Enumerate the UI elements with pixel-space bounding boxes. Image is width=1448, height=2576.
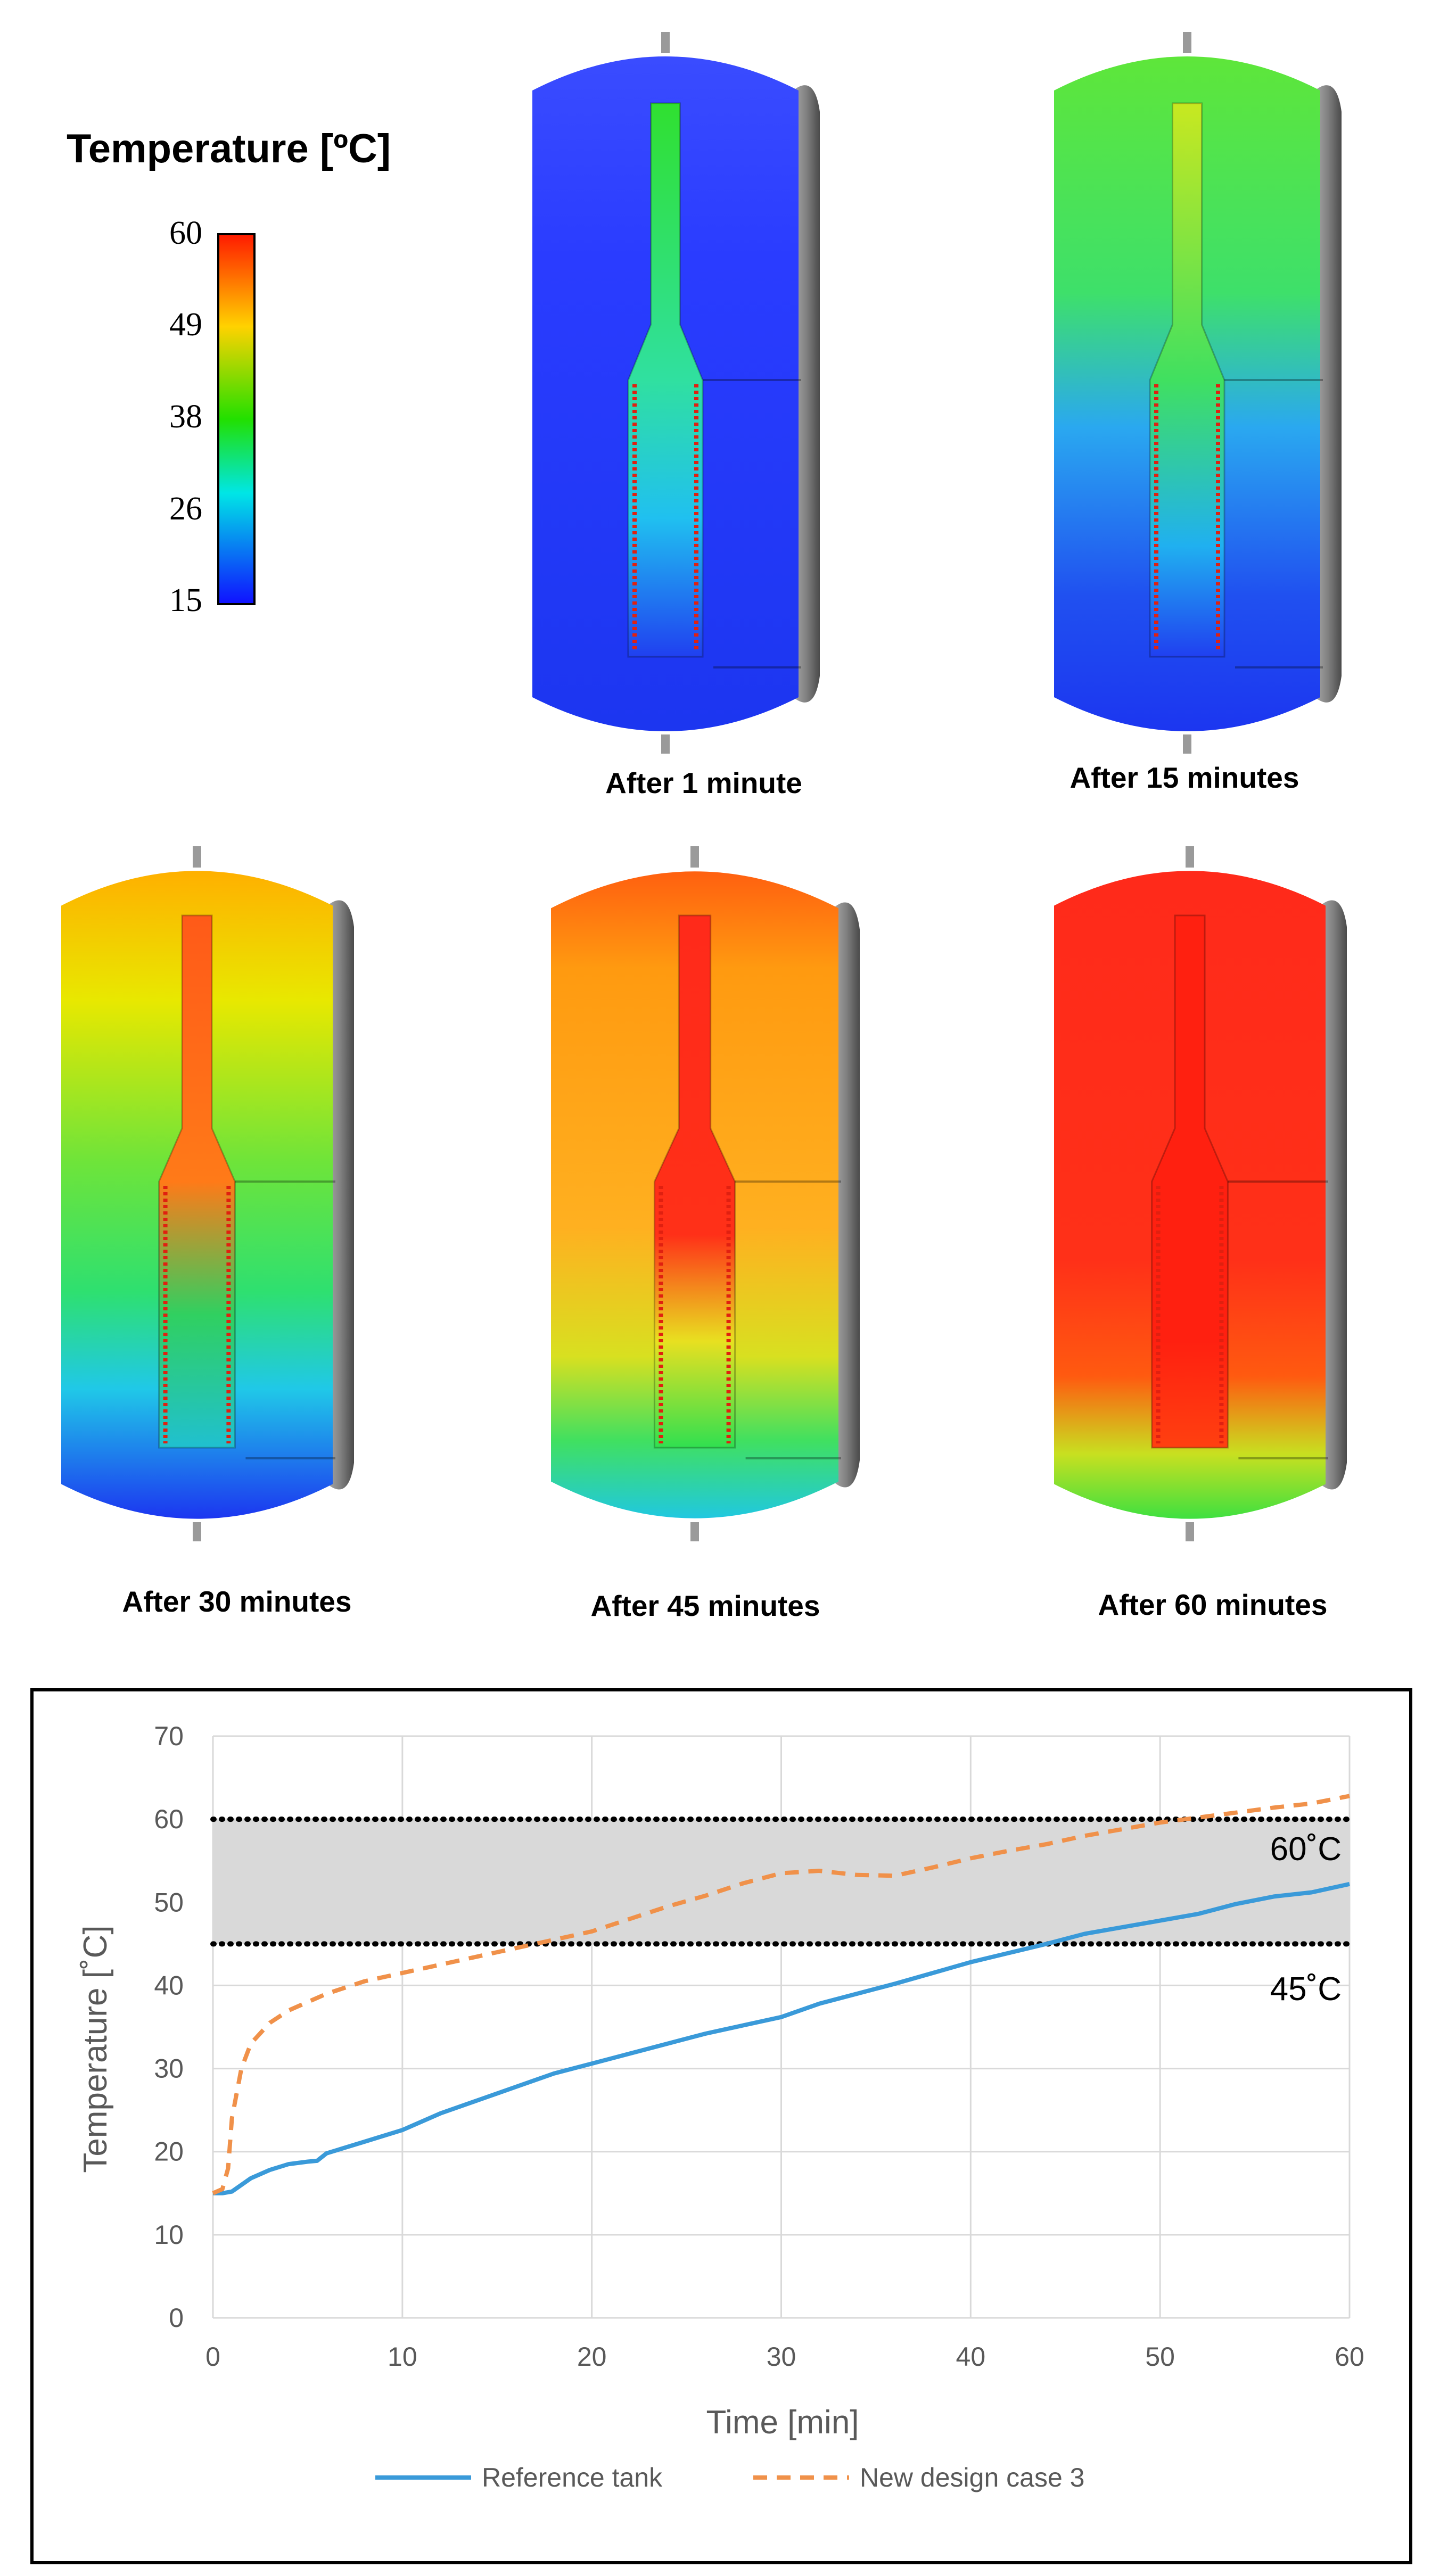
caption-after-15-minutes: After 15 minutes [1070,761,1299,794]
inner-duct [158,914,236,1449]
legend-tick-15: 15 [169,582,202,618]
y-tick-label: 10 [154,2220,184,2250]
legend-color-bar [217,233,256,605]
bottom-pipe [1183,734,1191,754]
bottom-pipe [661,734,670,754]
tank-snapshot-60-min [1054,846,1347,1541]
chart-series [212,1794,1350,2195]
tank-snapshot-30-min [61,846,354,1541]
inner-duct [1149,102,1225,658]
chart-legend: Reference tank New design case 3 [375,2463,1084,2492]
legend-label-reference-tank: Reference tank [482,2463,663,2492]
bottom-pipe [690,1522,699,1541]
legend-tick-49: 49 [169,307,202,343]
x-tick-label: 10 [388,2342,417,2372]
top-pipe [193,846,201,868]
legend-title: Temperature [ºC] [67,126,391,171]
tank-side [327,900,354,1490]
y-axis-title: Temperature [˚C] [77,1925,114,2173]
inner-duct [1151,914,1229,1449]
line-chart: 0 10 20 30 40 50 60 70 0 10 20 30 40 50 60 60˚C 45˚C T… [30,1688,1412,2564]
band-label-high: 60˚C [1270,1831,1342,1868]
legend-tick-26: 26 [169,491,202,527]
y-tick-label: 30 [154,2054,184,2084]
y-tick-label: 70 [154,1721,184,1751]
top-pipe [690,846,699,868]
x-tick-label: 20 [577,2342,607,2372]
x-tick-label: 0 [205,2342,220,2372]
temperature-legend: Temperature [ºC] 60 49 38 26 15 [67,126,391,618]
x-axis-title: Time [min] [706,2404,859,2441]
top-pipe [1186,846,1194,868]
threshold-lines [210,1817,1352,1947]
band-label-low: 45˚C [1270,1971,1342,2008]
top-pipe [661,32,670,53]
x-tick-label: 40 [956,2342,986,2372]
top-pipe [1183,32,1191,53]
x-tick-label: 30 [767,2342,796,2372]
tank-snapshot-15-min [1054,32,1342,754]
tank-side [1320,900,1347,1490]
legend-tick-38: 38 [169,399,202,435]
caption-after-45-minutes: After 45 minutes [591,1589,820,1622]
frame-lines [703,379,801,668]
caption-after-1-minute: After 1 minute [605,766,802,799]
legend-label-new-design: New design case 3 [860,2463,1084,2492]
tank-snapshots [61,32,1347,1541]
tank-side [793,85,820,703]
frame-lines [1224,379,1323,668]
x-tick-label: 50 [1145,2342,1175,2372]
caption-after-60-minutes: After 60 minutes [1098,1588,1328,1621]
frame-lines [1228,1180,1328,1459]
y-tick-label: 0 [169,2303,184,2333]
legend-tick-60: 60 [169,215,202,251]
bottom-pipe [193,1522,201,1541]
inner-duct [653,914,736,1449]
x-tick-label: 60 [1335,2342,1364,2372]
y-tick-label: 50 [154,1887,184,1917]
series-line-reference-tank [213,1881,1350,2195]
frame-lines [735,1180,841,1459]
frame-lines [235,1180,335,1459]
caption-after-30-minutes: After 30 minutes [122,1585,352,1618]
y-tick-label: 40 [154,1970,184,2000]
tank-side [833,902,860,1488]
y-tick-label: 20 [154,2137,184,2167]
bottom-pipe [1186,1522,1194,1541]
tank-snapshot-1-min [532,32,820,754]
tank-side [1315,85,1342,703]
chart-ticks: 0 10 20 30 40 50 60 70 0 10 20 30 40 50 60 [154,1721,1364,2372]
tank-snapshot-45-min [551,846,860,1541]
y-tick-label: 60 [154,1804,184,1834]
inner-duct [627,102,704,658]
